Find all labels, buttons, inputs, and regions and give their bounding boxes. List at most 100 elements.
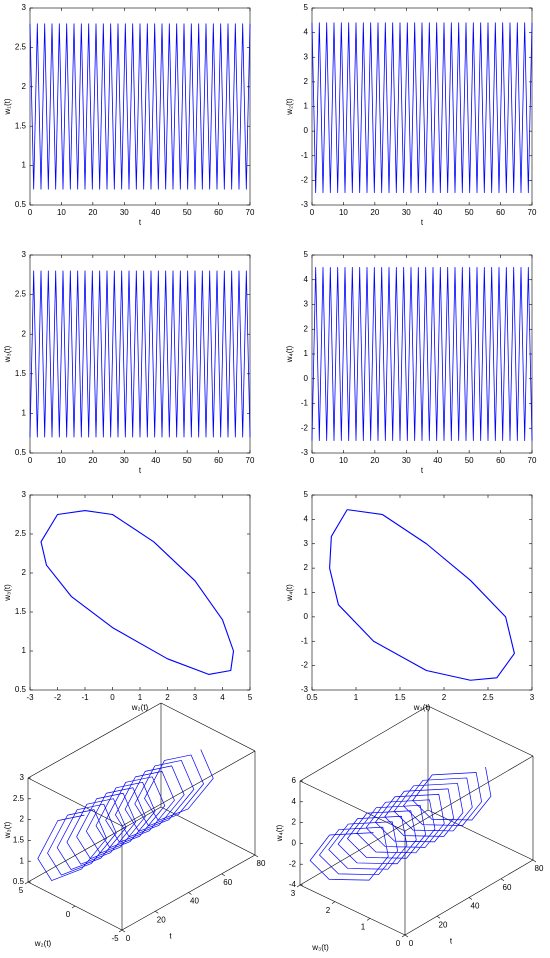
x-tick-label: -1 [81, 693, 89, 702]
x-tick [254, 854, 259, 858]
x-tick-label: 0 [310, 456, 315, 465]
z-tick-label: 1.5 [13, 836, 25, 845]
y-tick [366, 918, 371, 921]
y-tick-label: -2 [301, 423, 309, 432]
x-tick-label: 60 [223, 878, 232, 887]
z-tick-label: 4 [292, 797, 297, 806]
x-tick-label: 2 [442, 693, 447, 702]
data-line [40, 510, 235, 675]
x-tick-label: 0 [28, 456, 33, 465]
x-axis-label: t [421, 466, 424, 475]
x-tick-label: 70 [528, 208, 537, 217]
z-tick-label: 6 [292, 776, 297, 785]
z-tick-label: 3 [20, 773, 25, 782]
x-tick-label: 40 [433, 456, 442, 465]
x-tick-label: 0 [28, 208, 33, 217]
x-tick-label: 30 [402, 208, 411, 217]
y-tick-label: 4 [304, 514, 309, 523]
y-tick-label: 3 [304, 52, 309, 61]
y-axis-label: w₂(t) [34, 939, 52, 948]
y-tick-label: 1 [304, 102, 309, 111]
y-axis-label: w₂(t) [285, 98, 294, 116]
box-edge [299, 705, 429, 782]
y-tick-label: -1 [301, 399, 309, 408]
y-tick-label: 2.5 [15, 529, 27, 538]
x-tick-label: 50 [465, 456, 474, 465]
y-tick-label: -1 [301, 636, 309, 645]
y-tick-label: 5 [304, 490, 309, 499]
x-tick-label: 60 [214, 208, 223, 217]
y-tick-label: -3 [301, 685, 309, 694]
x-tick-label: 1.5 [394, 693, 406, 702]
x-tick-label: 50 [183, 456, 192, 465]
z-tick-label: 0.5 [13, 877, 25, 886]
x-tick-label: 80 [535, 864, 544, 873]
y-tick-label: 2 [304, 77, 309, 86]
x-tick-label: 60 [503, 883, 512, 892]
box-edge [299, 780, 406, 832]
box-edge [299, 884, 406, 936]
y-axis-label: w₄(t) [285, 345, 294, 363]
axes-box [311, 494, 533, 691]
y-tick-label: 5 [19, 886, 24, 895]
x-tick-label: 4 [220, 693, 225, 702]
y-tick-label: 1 [304, 588, 309, 597]
y-tick-label: 3 [22, 490, 27, 499]
y-tick-label: 1 [304, 349, 309, 358]
x-tick-label: 30 [402, 456, 411, 465]
y-tick-label: 2 [304, 563, 309, 572]
z-tick-label: -4 [289, 880, 297, 889]
axes-box [29, 7, 251, 206]
x-tick-label: 40 [471, 902, 480, 911]
z-tick-label: -2 [289, 859, 297, 868]
x-tick [188, 892, 192, 895]
x-axis-label: t [450, 937, 453, 946]
data-line-3d [309, 766, 492, 881]
x-tick-label: 20 [439, 920, 448, 929]
x-tick-label: 60 [496, 456, 505, 465]
y-tick-label: 1 [22, 409, 27, 418]
x-tick [500, 878, 505, 881]
z-axis-label: w₃(t) [3, 821, 12, 839]
x-tick-label: 1 [354, 693, 359, 702]
data-line [311, 266, 533, 442]
x-tick [121, 929, 126, 933]
y-tick-label: 3 [291, 889, 296, 898]
y-tick-label: 5 [304, 250, 309, 259]
box-edge [27, 702, 162, 779]
y-tick [401, 934, 406, 938]
y-tick-label: 3 [304, 539, 309, 548]
y-tick [331, 901, 336, 904]
y-tick [24, 881, 29, 885]
y-tick-label: 4 [304, 275, 309, 284]
x-tick-label: 20 [157, 915, 166, 924]
y-tick-label: 2 [22, 568, 27, 577]
y-tick-label: 4 [304, 28, 309, 37]
x-tick-label: 80 [257, 859, 266, 868]
y-tick-label: 2 [22, 329, 27, 338]
x-tick-label: 0 [126, 934, 131, 943]
z-tick-label: 2.5 [13, 794, 25, 803]
x-tick-label: 60 [496, 208, 505, 217]
x-tick-label: 1 [138, 693, 143, 702]
x-tick-label: 5 [248, 693, 253, 702]
box-edge [160, 702, 256, 752]
y-axis-label: w₃(t) [3, 584, 12, 602]
y-tick-label: 2 [22, 82, 27, 91]
y-tick-label: 1 [22, 646, 27, 655]
x-tick-label: 20 [88, 456, 97, 465]
y-tick-label: 2 [304, 324, 309, 333]
x-tick-label: 0 [310, 208, 315, 217]
z-axis-label: w₄(t) [275, 824, 284, 842]
x-tick-label: 10 [57, 456, 66, 465]
x-tick-label: 30 [120, 456, 129, 465]
data-line [311, 22, 533, 194]
x-axis-label: w₂(t) [131, 703, 149, 712]
x-tick-label: -2 [54, 693, 62, 702]
data-line [29, 270, 251, 438]
x-tick-label: 2 [165, 693, 170, 702]
x-tick-label: 20 [370, 456, 379, 465]
y-tick-label: 1.5 [15, 607, 27, 616]
y-tick-label: 0 [304, 374, 309, 383]
y-tick [71, 905, 76, 909]
